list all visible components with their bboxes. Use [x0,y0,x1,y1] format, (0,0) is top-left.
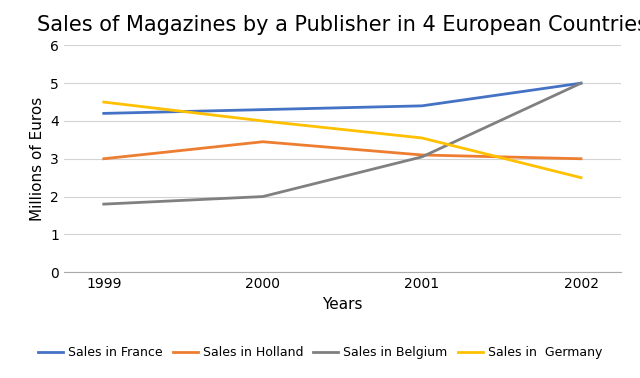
Sales in Holland [259,139,267,144]
Sales in France [577,81,585,85]
Sales in Belgium [418,155,426,159]
Sales in France [259,107,267,112]
Sales in Belgium [259,194,267,199]
Sales in  Germany [100,100,108,104]
Sales in Belgium [100,202,108,206]
Line: Sales in Belgium: Sales in Belgium [104,83,581,204]
Sales in France [100,111,108,116]
Sales in  Germany [577,175,585,180]
Sales in France [418,104,426,108]
Sales in Belgium [577,81,585,85]
Sales in  Germany [259,119,267,123]
Sales in Holland [577,156,585,161]
Line: Sales in Holland: Sales in Holland [104,142,581,159]
Legend: Sales in France, Sales in Holland, Sales in Belgium, Sales in  Germany: Sales in France, Sales in Holland, Sales… [33,341,607,364]
Title: Sales of Magazines by a Publisher in 4 European Countries: Sales of Magazines by a Publisher in 4 E… [37,15,640,36]
Sales in Holland [418,153,426,157]
Sales in Holland [100,156,108,161]
X-axis label: Years: Years [322,297,363,311]
Line: Sales in France: Sales in France [104,83,581,113]
Y-axis label: Millions of Euros: Millions of Euros [29,97,45,221]
Sales in  Germany [418,136,426,140]
Line: Sales in  Germany: Sales in Germany [104,102,581,178]
